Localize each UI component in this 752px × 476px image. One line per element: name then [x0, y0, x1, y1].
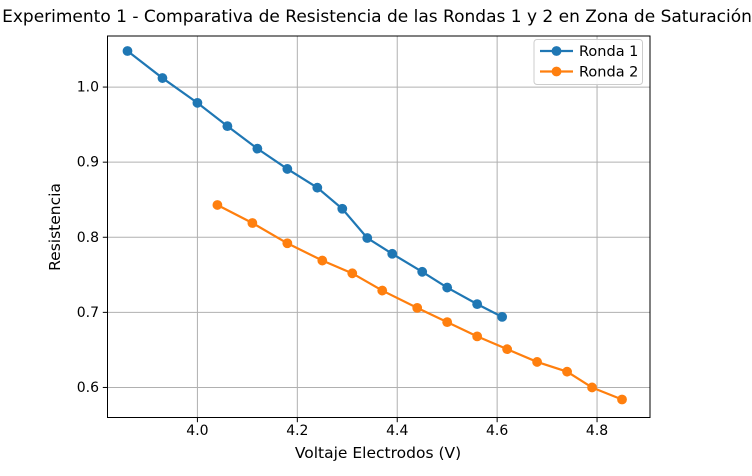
x-axis-label: Voltaje Electrodos (V) — [295, 444, 461, 462]
x-tick-label: 4.4 — [386, 423, 408, 439]
data-point-ronda-1 — [192, 97, 203, 108]
series-line-ronda-2 — [216, 203, 623, 401]
data-point-ronda-2 — [282, 238, 293, 249]
data-point-ronda-1 — [442, 282, 453, 293]
data-point-ronda-2 — [317, 255, 328, 266]
x-tick-label: 4.6 — [486, 423, 508, 439]
data-point-ronda-2 — [412, 302, 423, 313]
data-point-ronda-2 — [472, 331, 483, 342]
data-point-ronda-1 — [252, 143, 263, 154]
data-point-ronda-2 — [347, 268, 358, 279]
x-tick-label: 4.0 — [186, 423, 208, 439]
data-point-ronda-2 — [502, 344, 513, 355]
data-point-ronda-2 — [532, 357, 543, 367]
data-point-ronda-2 — [212, 200, 223, 210]
series-line-ronda-1 — [126, 50, 503, 318]
grid-layer — [107, 36, 650, 418]
data-point-ronda-1 — [472, 299, 483, 310]
y-tick-label: 0.7 — [77, 305, 99, 321]
data-point-ronda-1 — [337, 203, 348, 214]
data-point-ronda-1 — [312, 182, 323, 193]
data-point-ronda-2 — [617, 394, 627, 405]
legend-label-ronda-1: Ronda 1 — [579, 44, 638, 60]
data-point-ronda-1 — [157, 73, 168, 83]
y-tick-label: 0.9 — [77, 155, 99, 171]
data-point-ronda-1 — [417, 266, 428, 277]
data-point-ronda-2 — [442, 317, 453, 328]
axes-layer: 4.0 4.2 4.4 4.6 4.8 0.6 0.7 0.8 0.9 1.0 — [77, 35, 651, 439]
data-point-ronda-1 — [222, 121, 233, 132]
data-point-ronda-1 — [362, 233, 373, 243]
data-point-ronda-2 — [562, 366, 572, 377]
y-axis-label: Resistencia — [46, 183, 64, 271]
data-point-ronda-1 — [122, 46, 133, 56]
data-point-ronda-1 — [282, 164, 293, 174]
series-layer — [122, 46, 627, 405]
y-tick-label: 1.0 — [77, 80, 99, 96]
legend: Ronda 1 Ronda 2 — [533, 39, 643, 85]
chart-title: Experimento 1 - Comparativa de Resistenc… — [2, 7, 752, 27]
y-tick-label: 0.8 — [77, 230, 99, 246]
data-point-ronda-2 — [587, 382, 597, 393]
legend-marker-ronda-2 — [551, 66, 562, 77]
data-point-ronda-2 — [377, 285, 388, 296]
data-point-ronda-2 — [247, 218, 258, 228]
legend-label-ronda-2: Ronda 2 — [579, 65, 638, 81]
y-tick-label: 0.6 — [77, 380, 99, 396]
legend-marker-ronda-1 — [551, 46, 562, 56]
plot-border — [107, 35, 651, 418]
x-tick-label: 4.2 — [286, 423, 308, 439]
data-point-ronda-1 — [497, 311, 508, 322]
data-point-ronda-1 — [387, 248, 398, 259]
x-tick-label: 4.8 — [586, 423, 608, 439]
